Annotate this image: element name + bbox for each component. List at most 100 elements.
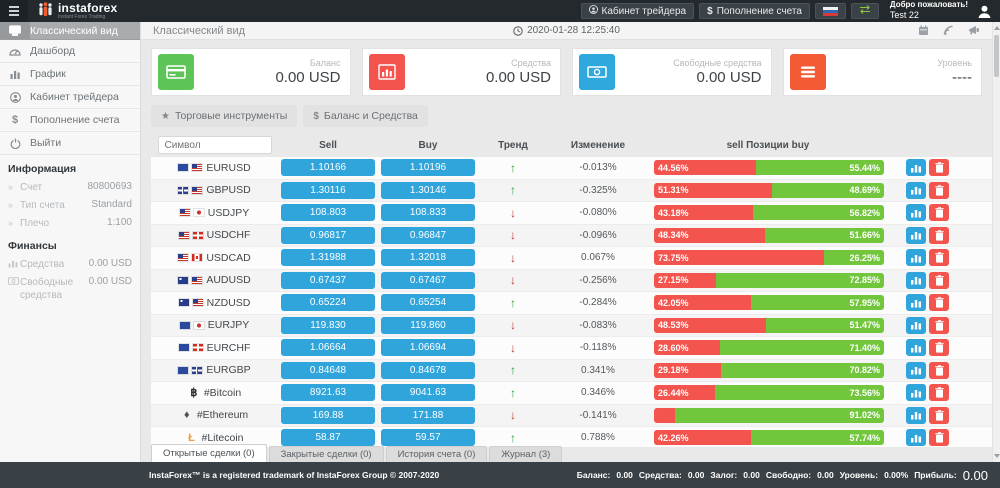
flag-us-icon [192,299,203,307]
delete-button[interactable] [929,249,949,267]
buy-button[interactable]: 1.32018 [381,249,475,267]
buy-button[interactable]: 59.57 [381,429,475,447]
instaforex-logo-icon [38,1,53,21]
sell-button[interactable]: 0.65224 [281,294,375,312]
trend-up-icon: ↑ [510,183,516,198]
positions-bar: 28.60% 71.40% [654,340,884,356]
sell-button[interactable]: 0.96817 [281,226,375,244]
deposit-button[interactable]: $ Пополнение счета [699,3,810,19]
delete-button[interactable] [929,271,949,289]
scroll-down-arrow[interactable] [993,454,1000,458]
chart-button[interactable] [906,316,926,334]
delete-button[interactable] [929,316,949,334]
sell-button[interactable]: 0.67437 [281,271,375,289]
sell-button[interactable]: 8921.63 [281,384,375,402]
scrollbar-thumb[interactable] [994,35,999,77]
buy-button[interactable]: 0.65254 [381,294,475,312]
footer-stat-value: 0.00 [817,470,834,480]
info-value: Standard [91,199,132,210]
tab-3[interactable]: Журнал (3) [489,446,563,462]
buy-positions-segment: 26.25% [823,250,884,266]
chart-button[interactable] [906,181,926,199]
chart-button[interactable] [906,271,926,289]
buy-button[interactable]: 119.860 [381,316,475,334]
chart-button[interactable] [906,384,926,402]
sell-button[interactable]: 1.30116 [281,181,375,199]
trader-cabinet-button[interactable]: Кабинет трейдера [580,3,695,19]
trading-instruments-button[interactable]: ★ Торговые инструменты [151,105,298,127]
sidebar-item-classic-view[interactable]: Классический вид [0,22,140,40]
megaphone-icon[interactable] [968,25,980,36]
buy-button[interactable]: 0.67467 [381,271,475,289]
scroll-up-arrow[interactable] [993,26,1000,30]
delete-button[interactable] [929,181,949,199]
delete-button[interactable] [929,294,949,312]
welcome-text: Добро пожаловать! [889,0,968,10]
sell-button[interactable]: 169.88 [281,406,375,424]
sidebar-item-user[interactable]: Кабинет трейдера [0,86,140,109]
sell-button[interactable]: 0.84648 [281,361,375,379]
bar-chart-icon [368,54,405,90]
table-header: Sell Buy Тренд Изменение sell Позиции bu… [151,133,992,157]
vertical-scrollbar[interactable] [992,22,1000,462]
avatar[interactable] [977,4,992,19]
symbol-name: GBPUSD [206,184,251,197]
chart-button[interactable] [906,226,926,244]
menu-toggle-button[interactable] [0,0,28,22]
symbol-name: EURCHF [206,341,251,354]
power-icon [0,132,30,154]
chart-button[interactable] [906,249,926,267]
change-value: 0.341% [581,364,615,376]
change-value: -0.013% [579,162,617,174]
buy-button[interactable]: 108.833 [381,204,475,222]
stat-card: Баланс 0.00 USD [151,48,351,96]
delete-button[interactable] [929,226,949,244]
info-value: 1:100 [106,217,132,228]
sidebar-item-power[interactable]: Выйти [0,132,140,155]
buy-button[interactable]: 1.10196 [381,159,475,177]
sell-button[interactable]: 58.87 [281,429,375,447]
chart-button[interactable] [906,204,926,222]
delete-button[interactable] [929,361,949,379]
buy-button[interactable]: 1.30146 [381,181,475,199]
chart-button[interactable] [906,339,926,357]
chart-button[interactable] [906,361,926,379]
delete-button[interactable] [929,429,949,447]
delete-button[interactable] [929,204,949,222]
exchange-button[interactable] [850,3,879,19]
chart-button[interactable] [906,406,926,424]
buy-button[interactable]: 9041.63 [381,384,475,402]
tab-0[interactable]: Открытые сделки (0) [151,444,267,462]
brand-logo[interactable]: instaforex Instant Forex Trading [28,1,127,21]
symbol-filter-input[interactable] [157,136,272,154]
sell-button[interactable]: 108.803 [281,204,375,222]
tab-2[interactable]: История счета (0) [385,446,488,462]
delete-button[interactable] [929,406,949,424]
sell-button[interactable]: 119.830 [281,316,375,334]
dashboard-icon [0,40,30,62]
trend-up-icon: ↑ [510,363,516,378]
chart-button[interactable] [906,159,926,177]
symbol-name: EURGBP [206,364,251,377]
sidebar-item-dashboard[interactable]: Дашборд [0,40,140,63]
sell-button[interactable]: 1.10166 [281,159,375,177]
delete-button[interactable] [929,159,949,177]
chart-button[interactable] [906,429,926,447]
chart-button[interactable] [906,294,926,312]
buy-button[interactable]: 171.88 [381,406,475,424]
classic-view-icon [0,22,30,39]
buy-button[interactable]: 1.06694 [381,339,475,357]
tab-1[interactable]: Закрытые сделки (0) [268,446,384,462]
delete-button[interactable] [929,384,949,402]
buy-button[interactable]: 0.96847 [381,226,475,244]
buy-button[interactable]: 0.84678 [381,361,475,379]
sell-button[interactable]: 1.06664 [281,339,375,357]
language-button[interactable] [814,3,846,19]
calendar-icon[interactable] [918,25,929,36]
sell-button[interactable]: 1.31988 [281,249,375,267]
delete-button[interactable] [929,339,949,357]
sidebar-item-dollar[interactable]: $ Пополнение счета [0,109,140,132]
sidebar-item-chart[interactable]: График [0,63,140,86]
balance-funds-button[interactable]: $ Баланс и Средства [303,105,428,127]
rss-icon[interactable] [943,25,954,36]
